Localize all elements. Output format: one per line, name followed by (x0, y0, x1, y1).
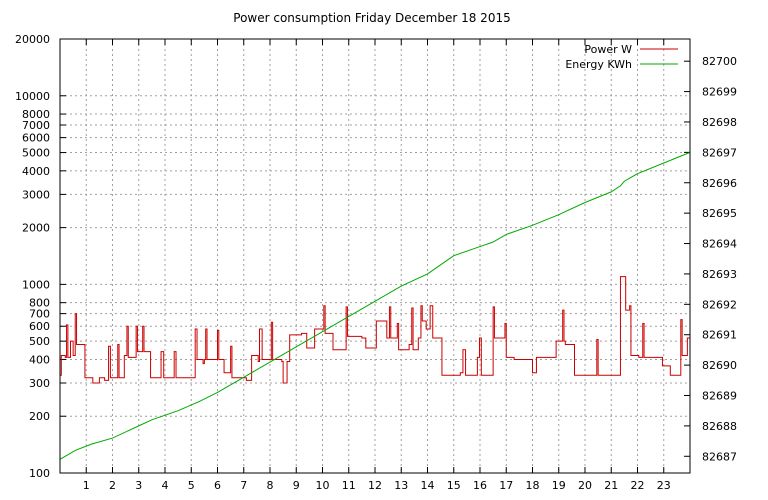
y-right-tick-label: 82693 (702, 268, 737, 281)
x-tick-label: 13 (394, 479, 408, 492)
x-tick-label: 18 (526, 479, 540, 492)
y-right-tick-label: 82698 (702, 116, 737, 129)
y-right-tick-label: 82691 (702, 329, 737, 342)
y-right-tick-label: 82692 (702, 298, 737, 311)
x-tick-label: 5 (188, 479, 195, 492)
x-tick-label: 7 (240, 479, 247, 492)
x-tick-label: 8 (267, 479, 274, 492)
y-left-tick-label: 7000 (22, 119, 50, 132)
y-left-tick-label: 3000 (22, 188, 50, 201)
y-right-tick-label: 82697 (702, 146, 737, 159)
x-tick-label: 17 (499, 479, 513, 492)
y-right-tick-label: 82694 (702, 238, 737, 251)
y-left-tick-label: 500 (29, 335, 50, 348)
series-line-power (60, 276, 690, 384)
x-tick-label: 22 (631, 479, 645, 492)
legend-label-energy: Energy KWh (565, 58, 632, 71)
x-tick-label: 23 (657, 479, 671, 492)
legend-label-power: Power W (584, 43, 632, 56)
y-left-tick-label: 5000 (22, 147, 50, 160)
y-left-tick-label: 1000 (22, 278, 50, 291)
x-tick-label: 9 (293, 479, 300, 492)
y-left-tick-label: 700 (29, 308, 50, 321)
x-tick-label: 1 (83, 479, 90, 492)
x-tick-label: 3 (135, 479, 142, 492)
grid (60, 39, 690, 473)
y-left-tick-label: 6000 (22, 132, 50, 145)
x-tick-label: 15 (447, 479, 461, 492)
y-left-tick-label: 100 (29, 467, 50, 480)
y-right-tick-label: 82699 (702, 86, 737, 99)
y-right-tick-label: 82688 (702, 420, 737, 433)
y-left-tick-label: 800 (29, 297, 50, 310)
x-axis: 1 2 3 4 5 6 7 8 9 10 11 12 13 14 15 16 17 18 19 20 21 22 23 (83, 39, 671, 492)
x-tick-label: 19 (552, 479, 566, 492)
y-left-tick-label: 300 (29, 377, 50, 390)
x-tick-label: 21 (604, 479, 618, 492)
y-left-tick-label: 8000 (22, 108, 50, 121)
y-right-tick-label: 82687 (702, 450, 737, 463)
y-right-tick-label: 82690 (702, 359, 737, 372)
y-left-tick-label: 2000 (22, 222, 50, 235)
x-tick-label: 4 (162, 479, 169, 492)
y-right-tick-label: 82689 (702, 390, 737, 403)
y-left-tick-label: 4000 (22, 165, 50, 178)
chart-title: Power consumption Friday December 18 201… (233, 11, 510, 25)
y-left-tick-label: 200 (29, 410, 50, 423)
y-right-tick-label: 82695 (702, 207, 737, 220)
x-tick-label: 12 (368, 479, 382, 492)
y-right-tick-label: 82696 (702, 177, 737, 190)
x-tick-label: 10 (316, 479, 330, 492)
y-left-tick-label: 600 (29, 320, 50, 333)
x-tick-label: 20 (578, 479, 592, 492)
plot-frame (59, 38, 691, 474)
x-tick-label: 11 (342, 479, 356, 492)
x-tick-label: 16 (473, 479, 487, 492)
y-left-tick-label: 20000 (15, 33, 50, 46)
legend: Power W Energy KWh (565, 43, 678, 71)
series-line-energy (59, 151, 691, 460)
y-right-tick-label: 82700 (702, 55, 737, 68)
y-left-tick-label: 10000 (15, 90, 50, 103)
x-tick-label: 2 (109, 479, 116, 492)
y-right-axis: 82687 82688 82689 82690 82691 82692 82693 82694… (684, 55, 737, 463)
y-left-tick-label: 400 (29, 353, 50, 366)
x-tick-label: 14 (421, 479, 435, 492)
x-tick-label: 6 (214, 479, 221, 492)
series-layer (59, 151, 691, 460)
